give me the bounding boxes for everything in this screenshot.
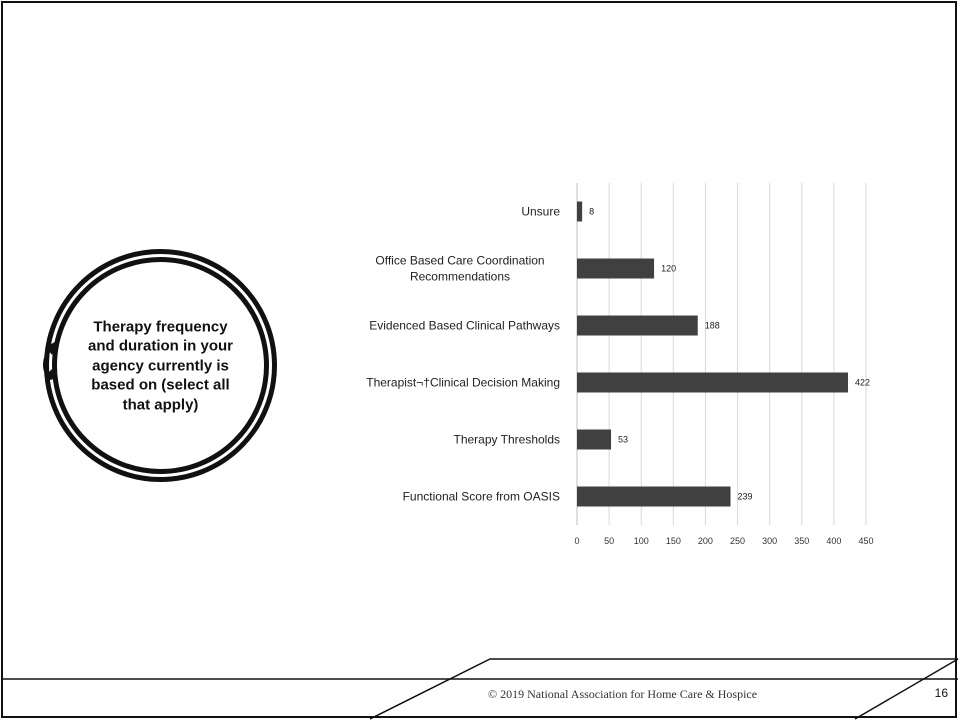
- copyright-footer: © 2019 National Association for Home Car…: [488, 687, 757, 702]
- page-number: 16: [935, 686, 948, 700]
